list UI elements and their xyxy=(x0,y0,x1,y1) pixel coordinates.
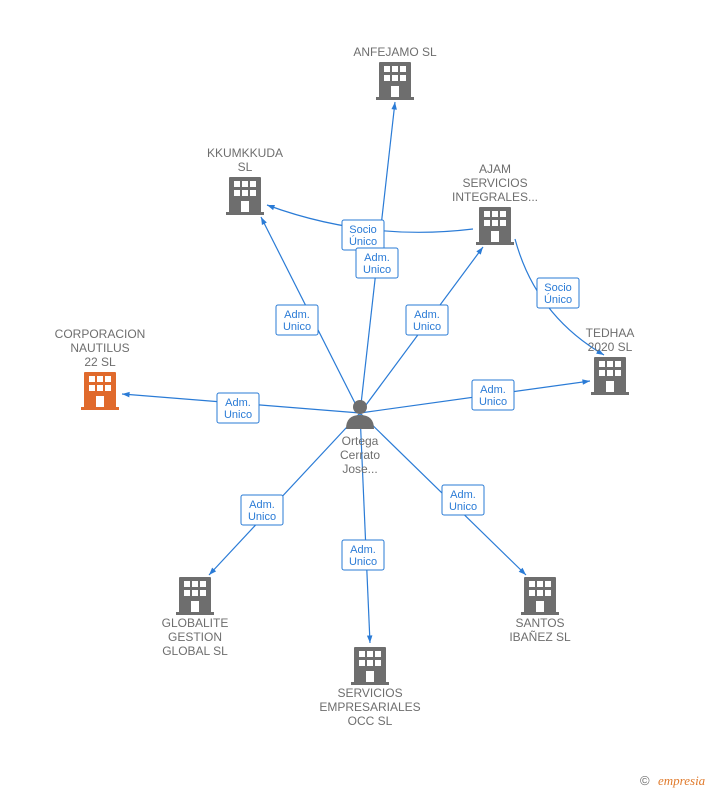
company-node-kkumkkuda[interactable]: KKUMKKUDASL xyxy=(207,146,283,215)
edge-label: Unico xyxy=(349,556,377,568)
company-label: SERVICIOS xyxy=(462,176,527,190)
copyright-symbol: © xyxy=(640,773,650,788)
edge-label: Unico xyxy=(413,321,441,333)
company-label: AJAM xyxy=(479,162,511,176)
building-icon xyxy=(176,577,214,615)
edge-label: Adm. xyxy=(364,252,390,264)
company-label: NAUTILUS xyxy=(70,341,129,355)
edge-label: Socio xyxy=(544,282,572,294)
company-label: TEDHAA xyxy=(586,326,635,340)
edge-arrow xyxy=(261,217,267,225)
edge-arrow xyxy=(367,635,372,643)
edge-label: Adm. xyxy=(284,309,310,321)
company-label: ANFEJAMO SL xyxy=(353,45,437,59)
building-icon xyxy=(591,357,629,395)
footer-brand: empresia xyxy=(658,773,706,788)
edge-label: Adm. xyxy=(225,397,251,409)
company-label: IBAÑEZ SL xyxy=(509,630,571,644)
company-node-occ[interactable]: SERVICIOSEMPRESARIALESOCC SL xyxy=(319,647,420,728)
company-label: GLOBAL SL xyxy=(162,644,228,658)
company-label: INTEGRALES... xyxy=(452,190,538,204)
company-label: SANTOS xyxy=(515,616,564,630)
company-node-anfejamo[interactable]: ANFEJAMO SL xyxy=(353,45,437,100)
company-label: GESTION xyxy=(168,630,222,644)
building-icon xyxy=(351,647,389,685)
edge-label: Unico xyxy=(449,501,477,513)
edge-arrow xyxy=(582,379,590,384)
building-icon xyxy=(226,177,264,215)
company-label: 2020 SL xyxy=(588,340,633,354)
edge-label: Adm. xyxy=(414,309,440,321)
edge xyxy=(209,413,360,575)
edge-arrow xyxy=(267,205,275,210)
edge-label: Adm. xyxy=(450,489,476,501)
company-node-ajam[interactable]: AJAMSERVICIOSINTEGRALES... xyxy=(452,162,538,245)
company-label: EMPRESARIALES xyxy=(319,700,420,714)
edge-label: Unico xyxy=(224,409,252,421)
company-label: GLOBALITE xyxy=(162,616,229,630)
company-node-tedhaa[interactable]: TEDHAA2020 SL xyxy=(586,326,635,395)
person-label: Cerrato xyxy=(340,448,380,462)
company-label: OCC SL xyxy=(348,714,393,728)
edge-label: Adm. xyxy=(350,544,376,556)
edge-arrow xyxy=(391,102,396,110)
edge-label: Único xyxy=(349,235,377,248)
edge-arrow xyxy=(476,247,483,255)
company-node-globalite[interactable]: GLOBALITEGESTIONGLOBAL SL xyxy=(162,577,229,658)
building-icon xyxy=(81,372,119,410)
company-label: SERVICIOS xyxy=(337,686,402,700)
person-label: Jose... xyxy=(342,462,377,476)
building-icon xyxy=(476,207,514,245)
edge-label: Unico xyxy=(283,321,311,333)
company-node-nautilus[interactable]: CORPORACIONNAUTILUS22 SL xyxy=(55,327,146,410)
edge-label: Socio xyxy=(349,224,377,236)
company-node-santos[interactable]: SANTOSIBAÑEZ SL xyxy=(509,577,571,644)
edge-label: Unico xyxy=(363,264,391,276)
edge-label: Adm. xyxy=(480,384,506,396)
edge-label: Unico xyxy=(248,511,276,523)
edge-label: Adm. xyxy=(249,499,275,511)
person-label: Ortega xyxy=(342,434,379,448)
edge-label: Único xyxy=(544,293,572,306)
footer: © empresia xyxy=(640,773,706,788)
company-label: CORPORACION xyxy=(55,327,146,341)
company-label: 22 SL xyxy=(84,355,116,369)
building-icon xyxy=(521,577,559,615)
edge-label: Unico xyxy=(479,396,507,408)
company-label: SL xyxy=(238,160,253,174)
building-icon xyxy=(376,62,414,100)
company-label: KKUMKKUDA xyxy=(207,146,283,160)
